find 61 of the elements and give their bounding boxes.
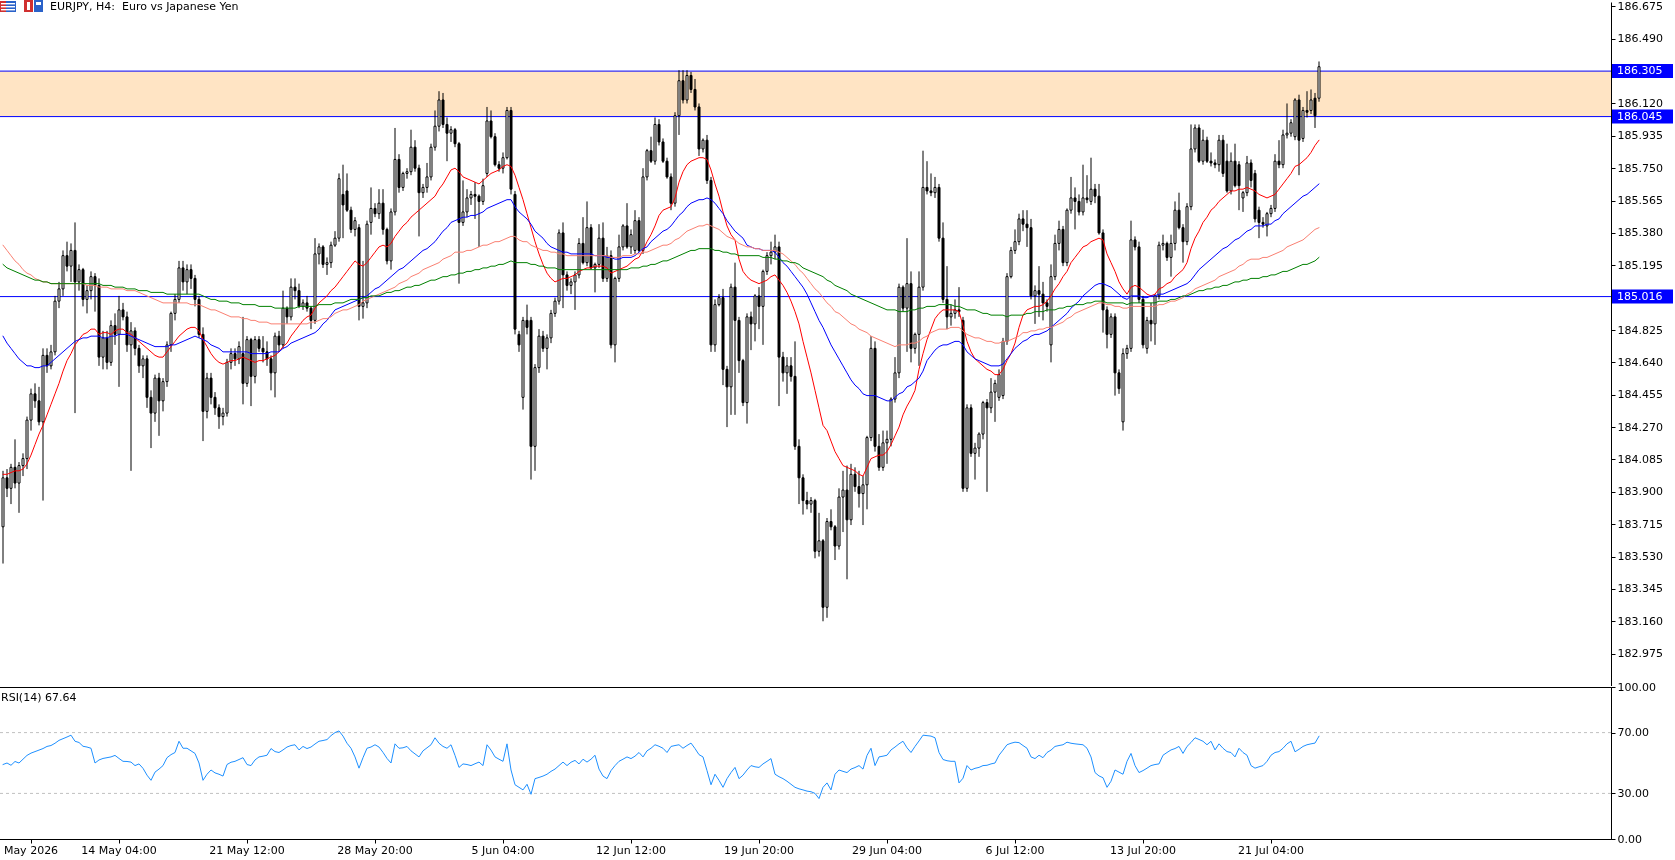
ref-line-label: 185.016 xyxy=(1617,289,1663,303)
candlestick xyxy=(1081,164,1085,216)
candlestick xyxy=(1073,186,1077,230)
y-tick-label: 185.750 xyxy=(1617,161,1663,175)
candlestick xyxy=(261,335,265,363)
chart-title: EURJPY, H4: Euro vs Japanese Yen xyxy=(50,0,239,13)
line-series xyxy=(2,223,1320,348)
y-tick-label: 183.345 xyxy=(1617,582,1663,596)
candlestick xyxy=(449,125,453,143)
y-tick-label: 70.00 xyxy=(1617,726,1649,740)
candlestick xyxy=(13,438,17,489)
y-tick-label: 0.00 xyxy=(1617,832,1642,846)
x-tick-label: 19 Jun 20:00 xyxy=(724,843,794,857)
y-tick-label: 186.675 xyxy=(1617,0,1663,13)
candlestick xyxy=(785,356,789,395)
y-tick-label: 185.935 xyxy=(1617,129,1663,143)
y-tick-label: 183.530 xyxy=(1617,550,1663,564)
y-tick-label: 184.085 xyxy=(1617,452,1663,466)
line-series xyxy=(2,730,1320,800)
ref-line-label: 186.045 xyxy=(1617,109,1663,123)
x-tick-label: 5 Jun 04:00 xyxy=(471,843,535,857)
candlestick xyxy=(1037,265,1041,318)
x-tick-label: May 2026 xyxy=(3,843,59,857)
y-tick-label: 186.120 xyxy=(1617,96,1663,110)
y-tick-label: 100.00 xyxy=(1617,680,1656,694)
candlestick xyxy=(857,470,861,509)
candlestick xyxy=(341,164,345,239)
candlestick xyxy=(625,202,629,250)
x-tick-label: 28 May 20:00 xyxy=(337,843,413,857)
candlestick xyxy=(1237,160,1241,211)
x-tick-label: 21 Jul 04:00 xyxy=(1238,843,1304,857)
candlestick xyxy=(157,372,161,437)
y-tick-label: 184.455 xyxy=(1617,388,1663,402)
candlestick xyxy=(1309,88,1313,115)
candlestick xyxy=(957,286,961,318)
y-tick-label: 185.195 xyxy=(1617,258,1663,272)
candlestick xyxy=(1089,157,1093,206)
y-tick-label: 184.825 xyxy=(1617,323,1663,337)
x-tick-label: 6 Jul 12:00 xyxy=(985,843,1045,857)
y-tick-label: 183.900 xyxy=(1617,485,1663,499)
y-tick-label: 184.640 xyxy=(1617,355,1663,369)
y-tick-label: 30.00 xyxy=(1617,786,1649,800)
y-tick-label: 183.160 xyxy=(1617,614,1663,628)
x-tick-label: 12 Jun 12:00 xyxy=(596,843,666,857)
x-tick-label: 21 May 12:00 xyxy=(209,843,285,857)
y-tick-label: 182.975 xyxy=(1617,647,1663,661)
chart-title: RSI(14) 67.64 xyxy=(1,691,77,704)
candlestick xyxy=(69,242,73,283)
y-tick-label: 185.380 xyxy=(1617,226,1663,240)
ref-line-label: 186.305 xyxy=(1617,64,1663,78)
candlestick xyxy=(233,347,237,367)
x-tick-label: 29 Jun 04:00 xyxy=(852,843,922,857)
y-tick-label: 183.715 xyxy=(1617,517,1663,531)
candlestick xyxy=(1205,136,1209,164)
x-tick-label: 14 May 04:00 xyxy=(81,843,157,857)
y-tick-label: 184.270 xyxy=(1617,420,1663,434)
candlestick xyxy=(185,263,189,295)
y-tick-label: 186.490 xyxy=(1617,32,1663,46)
y-tick-label: 185.565 xyxy=(1617,194,1663,208)
x-tick-label: 13 Jul 20:00 xyxy=(1110,843,1176,857)
candlestick xyxy=(1201,129,1205,166)
